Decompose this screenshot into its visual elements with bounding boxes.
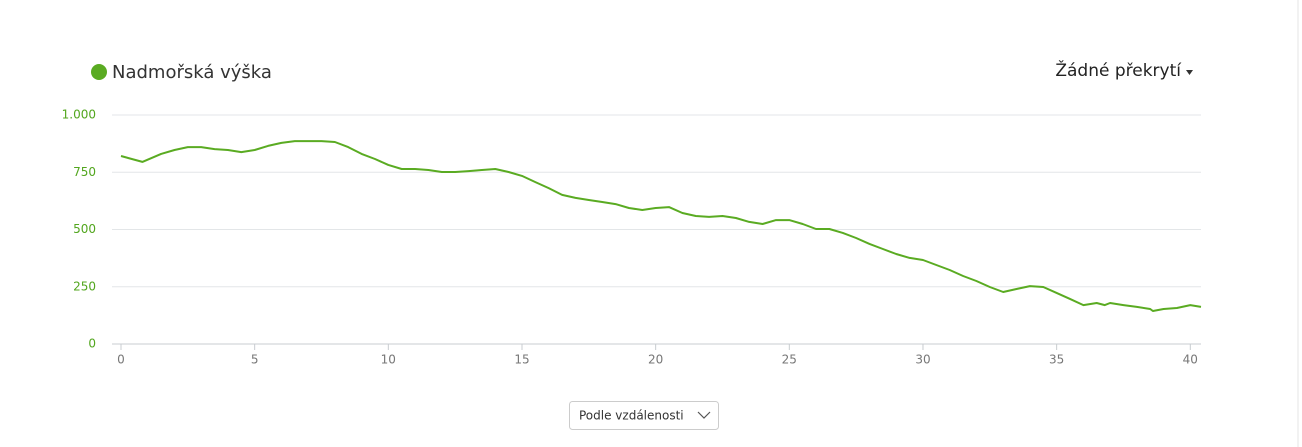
x-tick-label: 0: [117, 353, 125, 367]
x-tick-label: 5: [251, 353, 259, 367]
y-tick-label: 750: [73, 165, 96, 179]
select-label[interactable]: Podle vzdálenosti: [579, 409, 684, 423]
x-tick-label: 35: [1049, 353, 1064, 367]
y-tick-label: 0: [88, 337, 96, 351]
overlay-menu[interactable]: Žádné překrytí: [1055, 59, 1193, 81]
x-tick-label: 30: [915, 353, 930, 367]
sort-select[interactable]: Podle vzdálenosti: [569, 401, 719, 430]
y-tick-label: 500: [73, 222, 96, 236]
x-tick-label: 25: [782, 353, 797, 367]
x-tick-label: 15: [514, 353, 529, 367]
x-tick-label: 40: [1183, 353, 1198, 367]
x-tick-label: 20: [648, 353, 663, 367]
overlay-menu-label[interactable]: Žádné překrytí: [1055, 59, 1182, 81]
select-box[interactable]: [569, 401, 719, 430]
x-tick-label: 10: [381, 353, 396, 367]
legend-marker: [91, 64, 107, 80]
dropdown-arrow: [1186, 70, 1193, 75]
elevation-line: [120, 140, 1202, 312]
y-tick-label: 250: [73, 279, 96, 293]
legend-label: Nadmořská výška: [112, 62, 272, 83]
y-tick-label: 1.000: [62, 108, 96, 122]
chevron: [697, 411, 711, 419]
